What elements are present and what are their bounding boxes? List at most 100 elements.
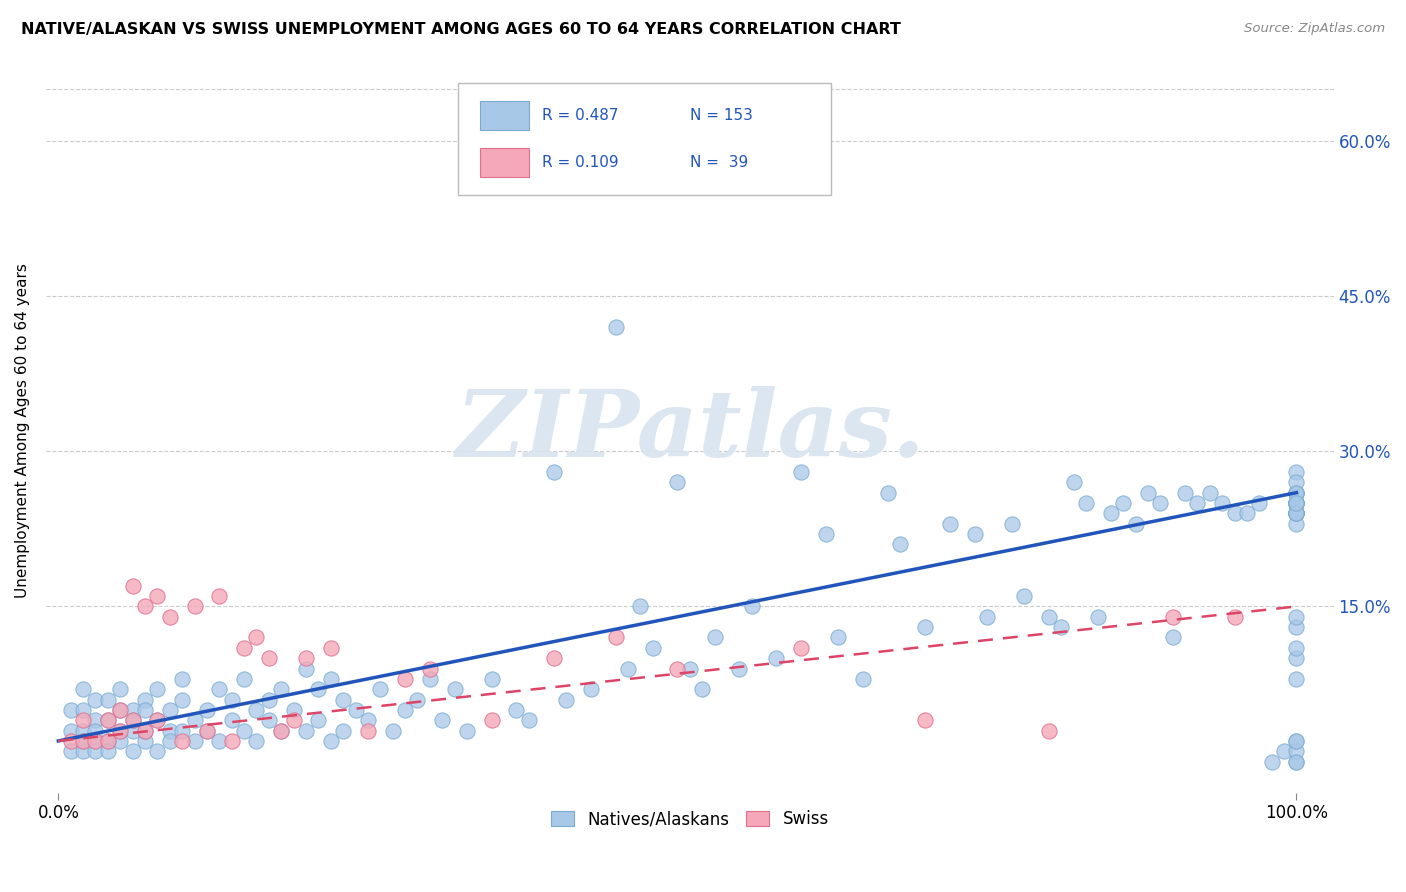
Point <box>146 713 169 727</box>
Point <box>121 744 143 758</box>
Point <box>332 692 354 706</box>
Point <box>1285 672 1308 686</box>
Point <box>72 734 94 748</box>
Point <box>1285 734 1308 748</box>
Point <box>1285 744 1308 758</box>
Point <box>59 734 82 748</box>
Point <box>914 620 936 634</box>
Point <box>59 723 82 738</box>
Point <box>97 734 120 748</box>
Point <box>1285 516 1308 531</box>
Point <box>481 672 503 686</box>
Point <box>1285 640 1308 655</box>
Point <box>257 651 280 665</box>
Point <box>419 661 441 675</box>
Point <box>270 723 292 738</box>
Point <box>1285 734 1308 748</box>
Point <box>579 682 602 697</box>
Point <box>1198 485 1220 500</box>
Point <box>703 631 725 645</box>
Point <box>1087 609 1109 624</box>
Point <box>481 713 503 727</box>
Point <box>332 723 354 738</box>
Point <box>233 723 256 738</box>
Point <box>84 734 107 748</box>
Point <box>852 672 875 686</box>
Point <box>1285 496 1308 510</box>
Point <box>1285 506 1308 520</box>
Point <box>257 692 280 706</box>
Point <box>245 703 267 717</box>
Point <box>134 692 156 706</box>
Point <box>257 713 280 727</box>
Point <box>1012 589 1035 603</box>
Point <box>84 713 107 727</box>
Point <box>555 692 578 706</box>
Point <box>1285 496 1308 510</box>
Point <box>1285 465 1308 479</box>
Legend: Natives/Alaskans, Swiss: Natives/Alaskans, Swiss <box>544 804 835 835</box>
Point <box>183 599 205 614</box>
Point <box>1285 506 1308 520</box>
Text: R = 0.109: R = 0.109 <box>541 155 619 170</box>
Bar <box>479 101 529 130</box>
Point <box>1285 620 1308 634</box>
Point <box>295 661 318 675</box>
Point <box>146 682 169 697</box>
Point <box>172 734 194 748</box>
Point <box>1285 506 1308 520</box>
Point <box>319 734 342 748</box>
Bar <box>479 148 529 178</box>
Point <box>270 682 292 697</box>
Point <box>84 692 107 706</box>
Point <box>1050 620 1073 634</box>
Point <box>1112 496 1135 510</box>
Point <box>146 589 169 603</box>
Point <box>1285 496 1308 510</box>
Point <box>690 682 713 697</box>
Point <box>72 703 94 717</box>
Point <box>976 609 998 624</box>
Point <box>72 682 94 697</box>
Point <box>741 599 763 614</box>
Point <box>605 631 627 645</box>
Point <box>1285 506 1308 520</box>
Point <box>121 713 143 727</box>
Point <box>134 723 156 738</box>
Point <box>1149 496 1171 510</box>
Point <box>295 723 318 738</box>
Point <box>97 713 120 727</box>
Point <box>97 692 120 706</box>
Point <box>183 734 205 748</box>
Point <box>505 703 527 717</box>
Point <box>1038 723 1060 738</box>
Point <box>1285 506 1308 520</box>
Point <box>134 723 156 738</box>
Point <box>1136 485 1159 500</box>
Point <box>295 651 318 665</box>
Point <box>728 661 751 675</box>
Point <box>84 744 107 758</box>
Point <box>183 713 205 727</box>
Point <box>97 713 120 727</box>
Point <box>406 692 429 706</box>
Point <box>195 703 218 717</box>
Point <box>877 485 900 500</box>
Point <box>368 682 391 697</box>
Point <box>159 734 181 748</box>
Point <box>790 465 813 479</box>
Point <box>307 682 329 697</box>
Point <box>1272 744 1295 758</box>
Point <box>1063 475 1085 490</box>
Point <box>319 640 342 655</box>
Point <box>1001 516 1024 531</box>
Y-axis label: Unemployment Among Ages 60 to 64 years: Unemployment Among Ages 60 to 64 years <box>15 263 30 598</box>
Point <box>628 599 651 614</box>
Point <box>245 734 267 748</box>
Point <box>1223 506 1246 520</box>
Text: Source: ZipAtlas.com: Source: ZipAtlas.com <box>1244 22 1385 36</box>
Point <box>889 537 911 551</box>
Point <box>1285 496 1308 510</box>
Point <box>419 672 441 686</box>
Point <box>1074 496 1097 510</box>
